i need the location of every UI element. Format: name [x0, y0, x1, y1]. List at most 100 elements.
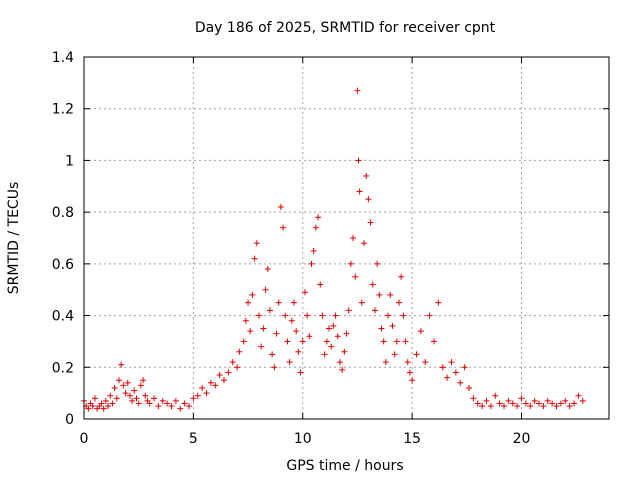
data-point	[422, 359, 429, 366]
data-point	[264, 266, 271, 273]
data-point	[269, 351, 276, 358]
data-point	[312, 224, 319, 231]
data-point	[413, 351, 420, 358]
data-point	[284, 338, 291, 345]
y-tick-label: 0.8	[52, 205, 74, 221]
data-point	[509, 400, 516, 407]
data-point	[452, 369, 459, 376]
data-point	[111, 384, 118, 391]
data-point	[151, 395, 157, 402]
data-point	[404, 359, 411, 366]
data-point	[387, 291, 394, 298]
data-point	[347, 260, 354, 267]
data-point	[457, 379, 464, 386]
data-point	[107, 392, 114, 399]
data-point	[286, 359, 293, 366]
data-point	[540, 403, 547, 410]
y-tick-label: 1.4	[52, 50, 74, 66]
data-point	[332, 312, 339, 319]
data-point	[544, 397, 551, 404]
data-point	[501, 403, 507, 410]
data-point	[341, 348, 348, 355]
data-point	[288, 317, 295, 324]
data-point	[376, 291, 383, 298]
data-point	[505, 397, 512, 404]
data-point	[133, 395, 140, 402]
data-point	[474, 400, 481, 407]
data-point	[380, 338, 387, 345]
data-point	[363, 172, 370, 179]
data-point	[221, 377, 227, 384]
data-point	[553, 403, 560, 410]
data-point	[146, 400, 153, 407]
y-tick-label: 0.4	[52, 309, 74, 325]
data-point	[301, 289, 308, 296]
data-point	[256, 312, 262, 319]
data-point	[393, 338, 400, 345]
y-tick-label: 1.2	[52, 102, 74, 118]
data-point	[85, 405, 92, 412]
data-point	[120, 382, 127, 389]
y-tick-label: 0.2	[52, 360, 74, 376]
x-tick-label: 20	[513, 431, 531, 447]
data-point	[382, 359, 389, 366]
data-point	[102, 397, 109, 404]
data-point	[391, 351, 398, 358]
data-point	[350, 235, 357, 241]
data-point	[199, 384, 206, 391]
data-point	[306, 333, 313, 340]
data-point	[280, 224, 287, 231]
data-point	[137, 382, 144, 389]
data-point	[334, 333, 341, 340]
data-point	[571, 400, 577, 407]
data-point	[531, 397, 538, 404]
data-point	[116, 377, 122, 384]
data-point	[566, 403, 573, 410]
data-point	[277, 203, 284, 210]
data-point	[352, 273, 359, 280]
data-point	[105, 403, 112, 410]
data-point	[310, 247, 317, 254]
data-point	[365, 196, 372, 203]
y-tick-label: 0	[65, 412, 74, 428]
data-point	[190, 395, 197, 402]
data-point	[295, 348, 302, 355]
data-point	[181, 400, 188, 407]
data-point	[229, 359, 236, 366]
data-point	[142, 392, 149, 399]
data-point	[297, 369, 304, 376]
data-point	[129, 397, 136, 404]
data-point	[131, 387, 138, 394]
data-point	[389, 322, 396, 329]
data-point	[275, 299, 282, 306]
data-point	[249, 291, 256, 298]
data-point	[164, 400, 171, 407]
data-point	[304, 312, 311, 319]
data-point	[483, 397, 490, 404]
plot-frame	[83, 56, 610, 420]
data-points	[81, 87, 586, 412]
data-point	[343, 330, 350, 337]
data-point	[323, 338, 330, 345]
data-point	[461, 364, 468, 371]
data-point	[212, 382, 219, 389]
data-point	[549, 400, 556, 407]
x-axis-label: GPS time / hours	[286, 458, 403, 474]
data-point	[435, 299, 442, 306]
data-point	[245, 299, 252, 306]
data-point	[466, 384, 472, 391]
data-point	[444, 374, 451, 381]
data-point	[168, 403, 175, 410]
data-point	[371, 307, 378, 314]
data-point	[293, 328, 300, 335]
grid-lines	[84, 57, 609, 419]
y-tick-label: 0.6	[52, 257, 74, 273]
y-axis-label: SRMTID / TECUs	[6, 182, 22, 295]
data-point	[355, 157, 362, 164]
data-point	[299, 338, 306, 345]
data-point	[369, 281, 376, 288]
data-point	[242, 317, 249, 324]
data-point	[291, 299, 297, 306]
data-point	[273, 330, 280, 337]
